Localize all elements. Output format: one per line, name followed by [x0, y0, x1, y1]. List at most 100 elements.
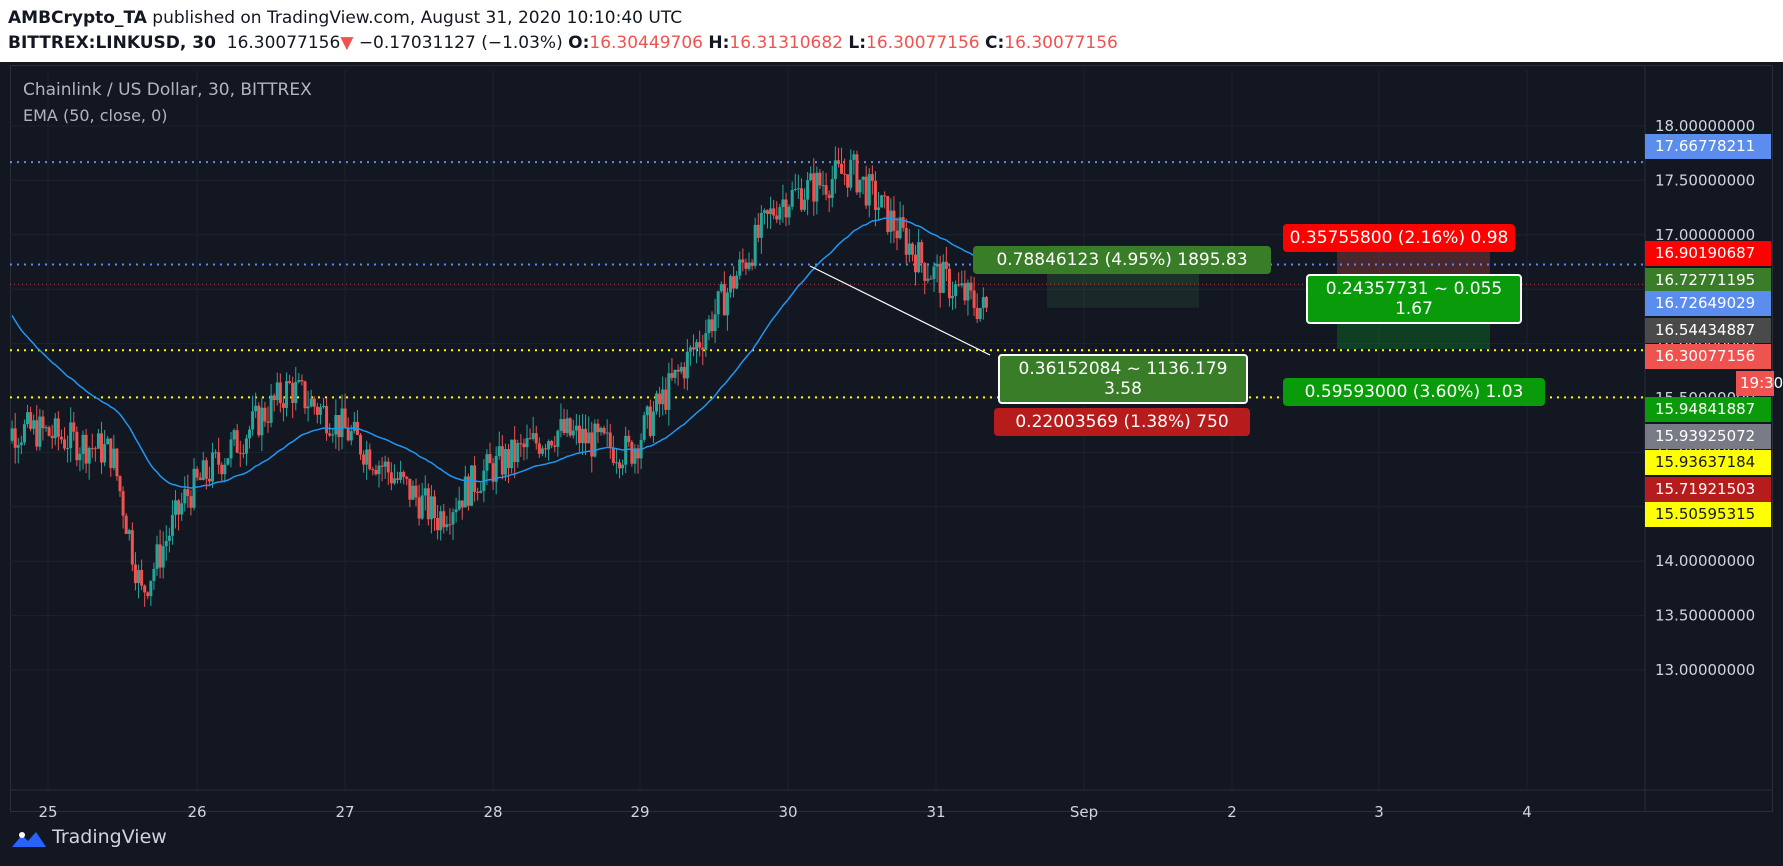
candle-body — [840, 163, 844, 174]
candle-body — [581, 428, 585, 444]
candle-body — [929, 278, 933, 280]
candle-body — [78, 453, 82, 461]
candle-body — [969, 282, 973, 291]
candle-body — [399, 472, 403, 480]
candle-body — [954, 284, 958, 296]
price-tag: 16.90190687 — [1645, 241, 1771, 266]
candle-body — [177, 500, 181, 515]
candle-body — [315, 406, 319, 415]
candle-body — [485, 454, 489, 471]
candle-body — [445, 524, 449, 528]
candle-body — [343, 408, 347, 428]
candle-body — [738, 259, 742, 276]
candle-body — [248, 429, 252, 439]
candle-body — [951, 295, 955, 299]
candle-body — [559, 419, 563, 431]
long-target-label[interactable]: 0.78846123 (4.95%) 1895.83 — [973, 246, 1271, 274]
candle-body — [633, 448, 637, 464]
candle-body — [593, 423, 597, 457]
candle-body — [729, 276, 733, 293]
candle-body — [895, 230, 899, 239]
candle-body — [861, 176, 865, 180]
candle-body — [124, 515, 128, 535]
candle-body — [513, 439, 517, 462]
candle-body — [220, 464, 224, 475]
chart-frame[interactable] — [10, 65, 1773, 812]
ratio-box-short[interactable]: 0.24357731 ~ 0.055 1.67 — [1306, 274, 1522, 324]
short-stop-label[interactable]: 0.35755800 (2.16%) 0.98 — [1283, 224, 1515, 252]
candle-body — [624, 435, 628, 465]
candle-body — [910, 243, 914, 255]
candle-body — [365, 449, 369, 465]
candle-body — [380, 465, 384, 467]
candle-body — [69, 422, 73, 449]
candle-body — [306, 406, 310, 409]
candle-body — [285, 381, 289, 408]
candle-body — [470, 465, 474, 506]
candle-body — [651, 411, 655, 436]
price-tag: 16.72771195 — [1645, 268, 1771, 293]
candle-body — [944, 261, 948, 269]
candle-body — [824, 185, 828, 195]
candle-body — [223, 464, 227, 475]
candle-body — [158, 544, 162, 568]
candle-body — [645, 406, 649, 416]
candle-body — [439, 511, 443, 531]
publisher-name[interactable]: AMBCrypto_TA — [8, 8, 147, 28]
candle-body — [923, 263, 927, 281]
candle-body — [93, 448, 97, 450]
candle-body — [522, 443, 526, 448]
candle-body — [602, 427, 606, 434]
candle-body — [926, 278, 930, 281]
publish-line: AMBCrypto_TA published on TradingView.co… — [8, 8, 682, 28]
candle-body — [889, 210, 893, 232]
candle-body — [836, 160, 840, 164]
candle-body — [957, 284, 961, 286]
candle-body — [278, 382, 282, 404]
candle-body — [747, 262, 751, 269]
candle-body — [186, 489, 190, 497]
legend-ema[interactable]: EMA (50, close, 0) — [23, 106, 168, 125]
candle-body — [137, 570, 141, 584]
candle-body — [340, 408, 344, 438]
candle-body — [167, 535, 171, 542]
low-value: 16.30077156 — [866, 33, 980, 53]
candle-body — [331, 434, 335, 436]
candle-body — [500, 446, 504, 475]
candle-body — [133, 564, 137, 584]
candle-body — [100, 433, 104, 463]
candle-body — [790, 189, 794, 207]
candle-body — [735, 275, 739, 289]
candle-body — [907, 243, 911, 255]
price-tag: 16.72649029 — [1645, 291, 1771, 316]
candle-body — [322, 405, 326, 408]
long-stop-label[interactable]: 0.22003569 (1.38%) 750 — [994, 408, 1250, 436]
candle-body — [877, 207, 881, 210]
candle-body — [10, 428, 14, 441]
price-tag: 17.66778211 — [1645, 134, 1771, 159]
candle-body — [658, 393, 662, 405]
ratio-box-long[interactable]: 0.36152084 ~ 1136.179 3.58 — [998, 354, 1248, 404]
candle-body — [238, 452, 242, 454]
candle-body — [325, 405, 329, 434]
candle-body — [291, 382, 295, 404]
short-target-label[interactable]: 0.59593000 (3.60%) 1.03 — [1283, 378, 1545, 406]
candle-body — [460, 500, 464, 508]
long-zone — [1047, 284, 1199, 308]
legend-title[interactable]: Chainlink / US Dollar, 30, BITTREX — [23, 80, 312, 100]
candle-body — [26, 412, 30, 425]
candle-body — [781, 199, 785, 208]
x-tick-label: 3 — [1374, 803, 1384, 821]
footer-brand[interactable]: TradingView — [52, 826, 167, 848]
candle-body — [843, 173, 847, 175]
candle-body — [41, 416, 45, 429]
candle-body — [423, 488, 427, 496]
candle-body — [716, 291, 720, 315]
x-tick-label: 26 — [187, 803, 206, 821]
candle-body — [130, 530, 134, 565]
publish-header: AMBCrypto_TA published on TradingView.co… — [0, 0, 1783, 62]
candle-body — [966, 282, 970, 301]
price-tag: 16.54434887 — [1645, 318, 1771, 343]
candle-body — [232, 430, 236, 440]
